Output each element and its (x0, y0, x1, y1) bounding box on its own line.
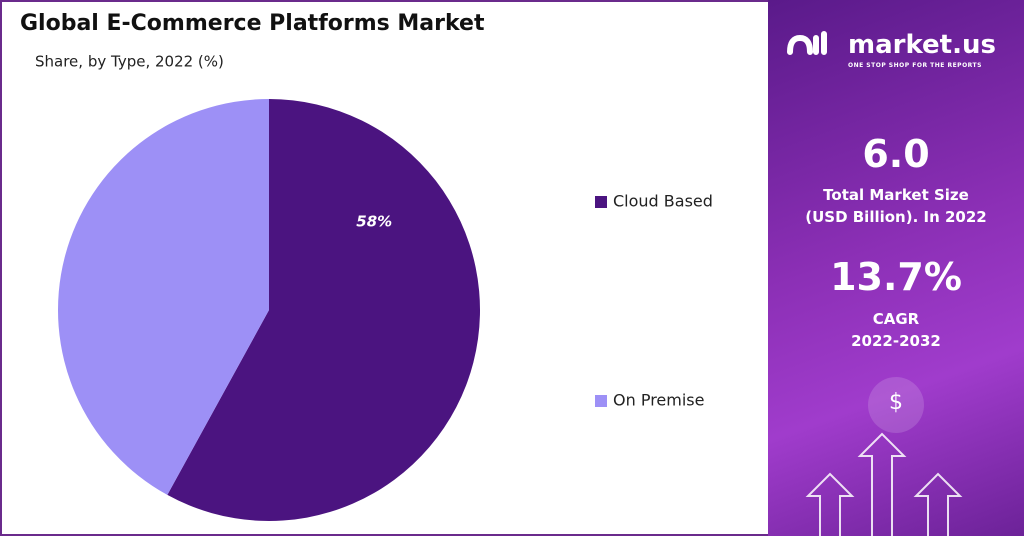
panel-decor (787, 31, 963, 536)
cagr-label: 2022-2032 (851, 332, 941, 350)
market-size-label: (USD Billion). In 2022 (805, 208, 987, 226)
chart: Global E-Commerce Platforms Market Share… (20, 11, 713, 521)
market-size: 6.0 (862, 132, 930, 176)
pie-slice (57, 99, 269, 495)
legend-label: On Premise (613, 391, 704, 410)
tagline: ONE STOP SHOP FOR THE REPORTS (848, 62, 982, 69)
chart-subtitle: Share, by Type, 2022 (%) (35, 53, 224, 71)
chart-title: Global E-Commerce Platforms Market (20, 11, 485, 36)
cagr: 13.7% (830, 255, 962, 299)
market-size-label: Total Market Size (823, 186, 969, 204)
chart-area: Global E-Commerce Platforms Market Share… (0, 0, 768, 536)
data-label: 58% (356, 213, 392, 231)
legend-swatch (595, 196, 607, 208)
pie-slice (167, 99, 480, 521)
legend-label: Cloud Based (613, 192, 713, 211)
dollar-icon: $ (889, 390, 903, 415)
side-panel: market.us ONE STOP SHOP FOR THE REPORTS … (768, 0, 1024, 536)
legend-swatch (595, 395, 607, 407)
cagr-label: CAGR (872, 310, 920, 328)
logo: market.us (848, 30, 996, 60)
